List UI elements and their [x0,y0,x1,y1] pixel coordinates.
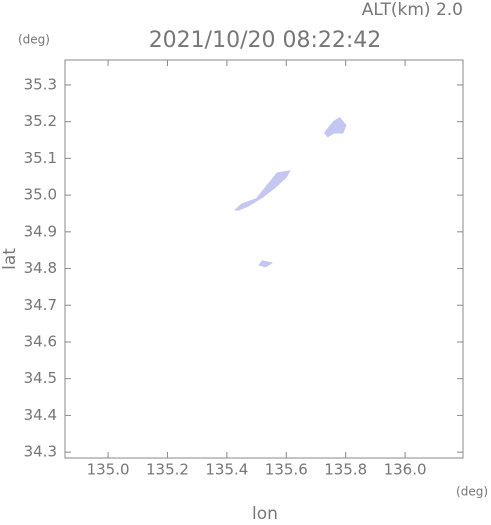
y-tick-label: 35.0 [24,186,57,204]
y-tick-label: 35.2 [24,112,57,130]
chart-title: 2021/10/20 08:22:42 [149,28,382,53]
x-unit: (deg) [456,485,488,499]
y-tick-label: 34.9 [24,222,57,240]
x-tick-label: 135.6 [265,461,308,479]
y-tick-label: 35.3 [24,75,57,93]
x-tick-label: 135.0 [87,461,130,479]
altitude-label: ALT(km) 2.0 [362,0,463,20]
plot-frame [64,59,464,459]
x-axis-label: lon [252,504,278,521]
echo-region [258,260,274,268]
y-tick-label: 34.3 [24,443,57,461]
y-unit: (deg) [18,33,50,47]
y-tick-label: 34.6 [24,332,57,350]
y-tick-label: 34.8 [24,259,57,277]
x-tick-label: 135.8 [324,461,367,479]
y-axis-label: lat [0,248,20,270]
x-tick-label: 136.0 [384,461,427,479]
x-tick-label: 135.4 [205,461,248,479]
y-tick-label: 34.5 [24,369,57,387]
echo-region [323,117,347,138]
echo-region [233,170,291,211]
y-tick-label: 35.1 [24,149,57,167]
y-tick-label: 34.4 [24,406,57,424]
y-tick-label: 34.7 [24,296,57,314]
x-tick-label: 135.2 [146,461,189,479]
